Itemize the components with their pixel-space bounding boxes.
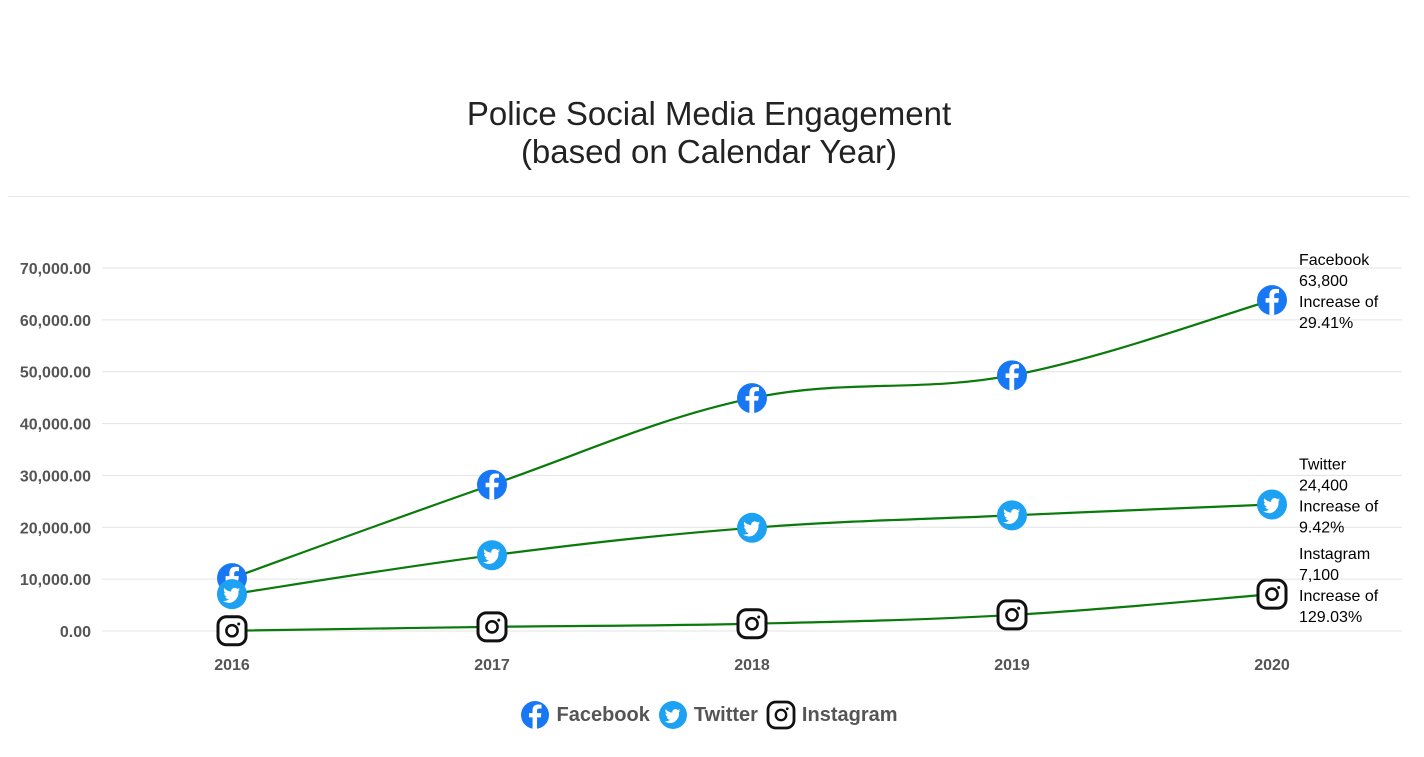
facebook-icon — [521, 701, 550, 729]
data-point-instagram — [996, 599, 1028, 631]
annotation-twitter: Twitter 24,400 Increase of 9.42% — [1299, 456, 1379, 536]
legend-label: Facebook — [556, 703, 650, 726]
instagram-icon — [766, 700, 796, 730]
data-point-twitter — [217, 579, 247, 610]
instagram-icon-shape — [766, 700, 796, 730]
legend-label: Instagram — [801, 703, 898, 726]
chart-title-line-1: Police Social Media Engagement — [466, 95, 952, 132]
legend-label: Twitter — [693, 703, 758, 726]
data-point-facebook — [997, 360, 1027, 391]
data-point-facebook — [477, 469, 507, 500]
data-point-twitter — [997, 500, 1027, 531]
y-tick-label: 10,000.00 — [20, 572, 91, 589]
data-point-facebook — [737, 383, 767, 414]
series-lines — [231, 299, 1273, 632]
legend-item-twitter[interactable]: Twitter — [658, 700, 758, 730]
y-tick-label: 60,000.00 — [20, 313, 91, 330]
data-point-instagram — [1256, 578, 1288, 610]
legend-item-facebook[interactable]: Facebook — [520, 700, 650, 730]
x-tick-label: 2016 — [214, 657, 250, 674]
annotation-instagram: Instagram 7,100 Increase of 129.03% — [1299, 546, 1379, 626]
chart-title: Police Social Media Engagement (based on… — [0, 95, 1418, 171]
data-point-facebook — [1257, 285, 1287, 316]
line-chart: 0.00 10,000.00 20,000.00 30,000.00 40,000.00… — [20, 252, 1402, 674]
facebook-icon-shape — [521, 701, 550, 729]
y-tick-label: 30,000.00 — [20, 468, 91, 485]
y-tick-label: 40,000.00 — [20, 417, 91, 434]
data-point-twitter — [1257, 489, 1287, 520]
data-point-twitter — [477, 540, 507, 571]
x-tick-label: 2017 — [474, 657, 510, 674]
data-point-instagram — [476, 611, 508, 643]
data-point-instagram — [216, 615, 248, 647]
data-point-instagram — [736, 608, 768, 640]
x-tick-label: 2020 — [1254, 657, 1290, 674]
x-axis: 2016 2017 2018 2019 2020 — [214, 657, 1290, 674]
series-markers — [216, 285, 1288, 647]
y-tick-label: 70,000.00 — [20, 261, 91, 278]
annotation-facebook: Facebook 63,800 Increase of 29.41% — [1299, 252, 1379, 332]
data-point-twitter — [737, 512, 767, 543]
twitter-icon — [658, 701, 687, 729]
legend: Facebook Twitter Instagram — [0, 700, 1418, 730]
twitter-icon-shape — [658, 701, 687, 729]
title-divider — [8, 196, 1410, 197]
x-tick-label: 2019 — [994, 657, 1030, 674]
x-tick-label: 2018 — [734, 657, 770, 674]
grid-layer — [102, 267, 1402, 632]
y-tick-label: 0.00 — [60, 624, 91, 641]
annotations: Facebook 63,800 Increase of 29.41% Twitter 24… — [1299, 252, 1379, 626]
y-tick-label: 20,000.00 — [20, 520, 91, 537]
y-tick-label: 50,000.00 — [20, 365, 91, 382]
chart-title-line-2: (based on Calendar Year) — [520, 133, 898, 170]
y-axis: 0.00 10,000.00 20,000.00 30,000.00 40,000.00… — [20, 261, 91, 641]
legend-item-instagram[interactable]: Instagram — [766, 700, 898, 730]
